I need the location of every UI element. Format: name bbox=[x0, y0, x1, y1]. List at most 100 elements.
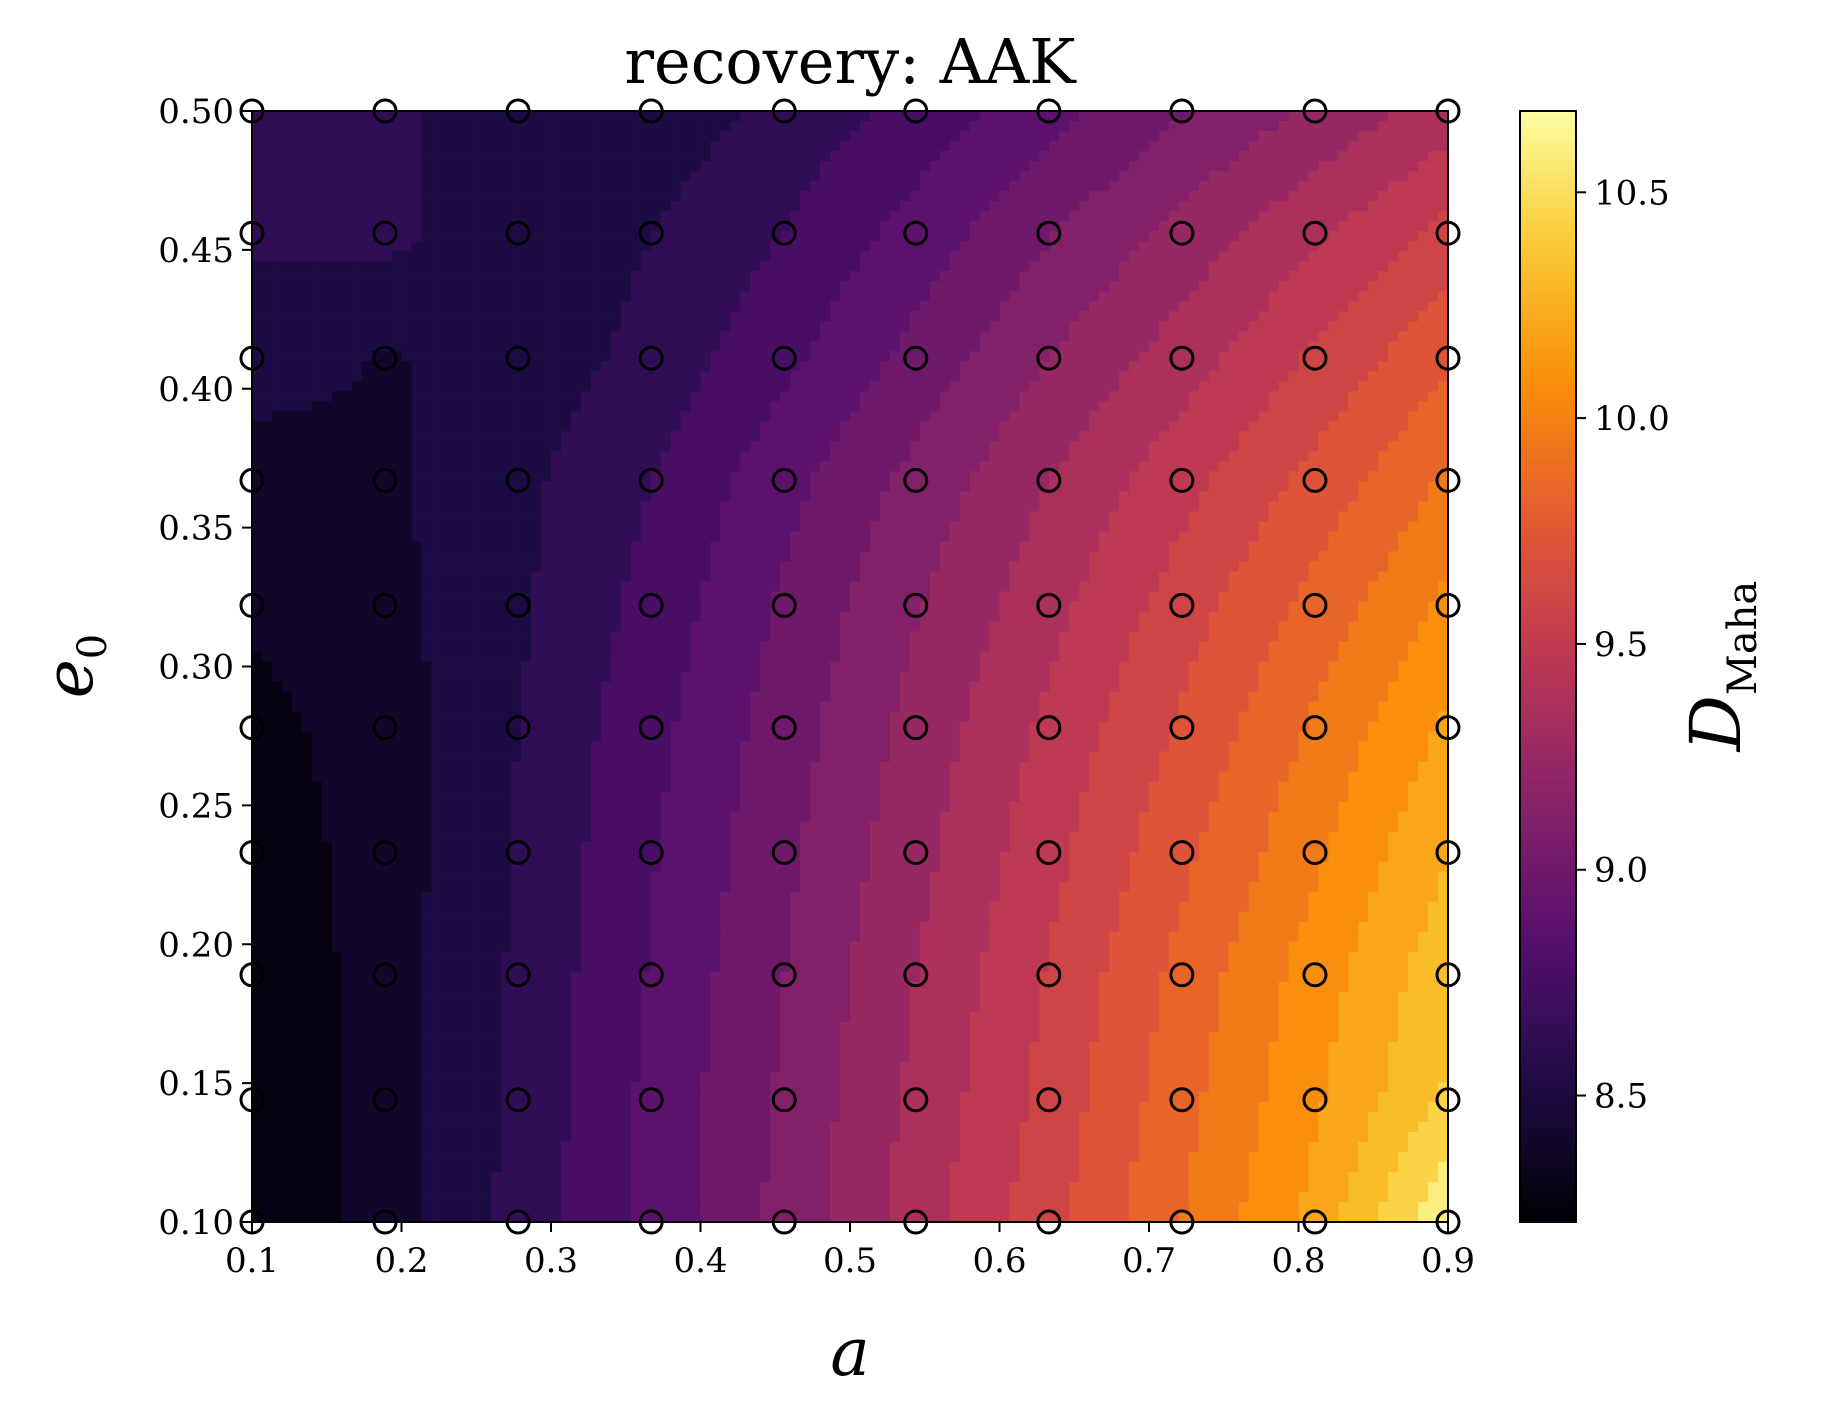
contour-cell bbox=[660, 131, 672, 142]
contour-cell bbox=[1278, 321, 1290, 332]
contour-cell bbox=[889, 201, 901, 212]
contour-cell bbox=[899, 371, 911, 382]
contour-cell bbox=[481, 471, 492, 482]
contour-cell bbox=[1338, 181, 1349, 192]
contour-cell bbox=[610, 411, 622, 422]
contour-cell bbox=[650, 261, 662, 272]
contour-cell bbox=[720, 361, 731, 372]
contour-cell bbox=[600, 311, 612, 322]
contour-cell bbox=[1178, 391, 1190, 402]
contour-cell bbox=[531, 151, 542, 162]
contour-cell bbox=[790, 511, 801, 522]
contour-cell bbox=[730, 481, 741, 492]
contour-cell bbox=[1258, 211, 1270, 222]
contour-cell bbox=[570, 141, 582, 152]
contour-cell bbox=[511, 281, 522, 292]
contour-cell bbox=[720, 221, 731, 232]
contour-cell bbox=[630, 241, 642, 252]
contour-cell bbox=[1278, 201, 1290, 212]
contour-cell bbox=[830, 131, 841, 142]
contour-cell bbox=[780, 391, 791, 402]
contour-cell bbox=[760, 301, 771, 312]
contour-cell bbox=[1408, 511, 1419, 522]
contour-cell bbox=[780, 351, 791, 362]
contour-cell bbox=[441, 201, 452, 212]
contour-cell bbox=[1188, 271, 1200, 282]
contour-cell bbox=[770, 501, 781, 512]
contour-cell bbox=[1238, 461, 1250, 472]
contour-cell bbox=[820, 521, 831, 532]
contour-cell bbox=[541, 241, 552, 252]
contour-cell bbox=[590, 371, 602, 382]
contour-cell bbox=[391, 481, 403, 492]
contour-cell bbox=[1238, 171, 1250, 182]
contour-cell bbox=[1009, 361, 1021, 372]
contour-cell bbox=[471, 511, 482, 522]
contour-cell bbox=[1149, 201, 1160, 212]
contour-cell bbox=[401, 231, 413, 242]
contour-cell bbox=[730, 301, 741, 312]
contour-cell bbox=[1338, 501, 1349, 512]
contour-cell bbox=[1168, 241, 1180, 252]
contour-cell bbox=[929, 251, 941, 262]
contour-cell bbox=[770, 331, 781, 342]
contour-cell bbox=[281, 141, 293, 152]
contour-cell bbox=[1089, 201, 1100, 212]
contour-cell bbox=[321, 311, 333, 322]
contour-cell bbox=[560, 521, 572, 532]
contour-cell bbox=[820, 121, 831, 132]
contour-cell bbox=[1039, 131, 1050, 142]
contour-cell bbox=[521, 491, 532, 502]
contour-cell bbox=[640, 471, 652, 482]
contour-cell bbox=[311, 381, 323, 392]
contour-cell bbox=[1178, 181, 1190, 192]
contour-cell bbox=[1408, 221, 1419, 232]
contour-cell bbox=[1049, 221, 1060, 232]
contour-cell bbox=[660, 221, 672, 232]
contour-cell bbox=[670, 321, 682, 332]
contour-cell bbox=[989, 171, 1001, 182]
contour-cell bbox=[511, 181, 522, 192]
contour-cell bbox=[311, 401, 323, 412]
contour-cell bbox=[1298, 461, 1310, 472]
contour-cell bbox=[1099, 251, 1110, 262]
contour-cell bbox=[271, 291, 283, 302]
contour-cell bbox=[909, 481, 921, 492]
contour-cell bbox=[969, 251, 981, 262]
contour-cell bbox=[481, 411, 492, 422]
contour-cell bbox=[670, 281, 682, 292]
contour-cell bbox=[1338, 171, 1349, 182]
contour-cell bbox=[1198, 231, 1210, 242]
contour-cell bbox=[521, 151, 532, 162]
contour-cell bbox=[969, 201, 981, 212]
contour-cell bbox=[610, 161, 622, 172]
contour-cell bbox=[570, 331, 582, 342]
contour-cell bbox=[1228, 261, 1240, 272]
contour-cell bbox=[650, 471, 662, 482]
contour-cell bbox=[1059, 271, 1070, 282]
contour-cell bbox=[1188, 371, 1200, 382]
contour-cell bbox=[740, 221, 751, 232]
contour-cell bbox=[351, 171, 363, 182]
contour-cell bbox=[939, 111, 951, 122]
contour-cell bbox=[570, 281, 582, 292]
contour-cell bbox=[481, 491, 492, 502]
contour-cell bbox=[1099, 401, 1110, 412]
contour-cell bbox=[969, 291, 981, 302]
contour-cell bbox=[351, 421, 363, 432]
contour-cell bbox=[720, 441, 731, 452]
contour-cell bbox=[760, 331, 771, 342]
contour-cell bbox=[1268, 361, 1280, 372]
contour-cell bbox=[780, 331, 791, 342]
contour-cell bbox=[1109, 411, 1120, 422]
contour-cell bbox=[1188, 331, 1200, 342]
contour-cell bbox=[381, 161, 393, 172]
contour-cell bbox=[1378, 341, 1389, 352]
contour-cell bbox=[720, 431, 731, 442]
contour-cell bbox=[1089, 431, 1100, 442]
contour-cell bbox=[252, 201, 263, 212]
contour-cell bbox=[1388, 301, 1399, 312]
contour-cell bbox=[541, 371, 552, 382]
contour-cell bbox=[511, 331, 522, 342]
contour-cell bbox=[989, 481, 1001, 492]
